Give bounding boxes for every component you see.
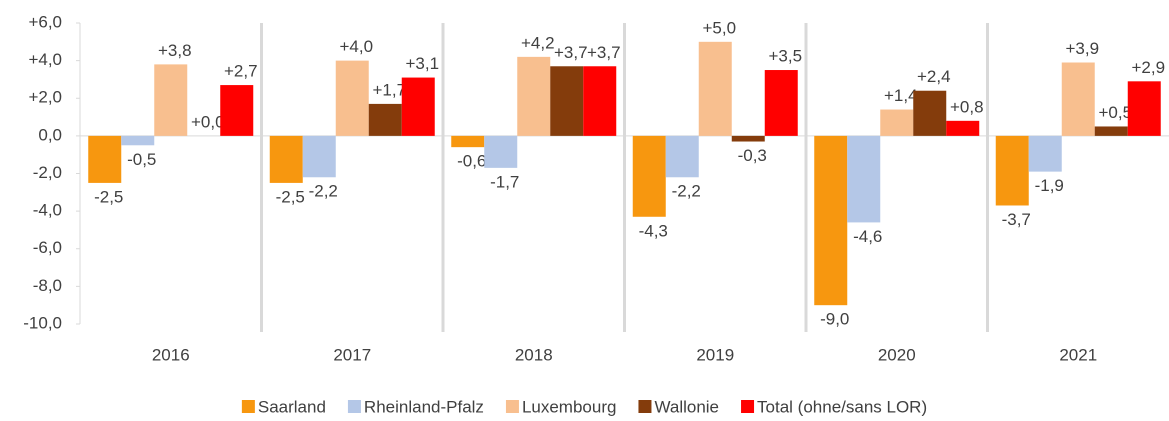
bar (484, 135, 518, 168)
y-tick-label: -4,0 (33, 201, 62, 220)
data-label: +3,9 (1065, 39, 1099, 58)
data-label: -2,2 (309, 182, 338, 201)
data-label: +4,2 (521, 33, 555, 52)
data-label: -0,6 (457, 152, 486, 171)
bar (269, 135, 303, 183)
bar (88, 135, 122, 183)
bar (220, 85, 254, 136)
legend-swatch (741, 400, 755, 413)
bar (995, 135, 1029, 206)
bar (121, 135, 155, 146)
data-label: +0,5 (1098, 103, 1132, 122)
y-tick-label: +4,0 (28, 50, 62, 69)
legend-label: Luxembourg (522, 397, 617, 416)
legend-label: Saarland (258, 397, 326, 416)
bar (946, 120, 980, 136)
bar (335, 60, 369, 136)
data-label: +3,1 (405, 54, 439, 73)
data-label: +1,7 (372, 80, 406, 99)
y-tick-label: 0,0 (38, 125, 62, 144)
data-label: -0,3 (738, 146, 767, 165)
bar (517, 56, 551, 136)
data-label: -3,7 (1002, 210, 1031, 229)
data-label: +2,9 (1131, 58, 1165, 77)
legend-label: Rheinland-Pfalz (364, 397, 484, 416)
bar (1028, 135, 1062, 172)
bar (1061, 62, 1095, 136)
bar (632, 135, 666, 217)
data-label: +0,8 (950, 97, 984, 116)
data-label: -0,5 (127, 150, 156, 169)
legend-swatch (241, 400, 255, 413)
bar (1127, 81, 1161, 136)
data-label: +5,0 (702, 18, 736, 37)
bar (451, 135, 485, 148)
bar (731, 135, 765, 142)
bar (880, 109, 914, 136)
x-tick-label: 2018 (515, 345, 553, 364)
data-label: +3,5 (768, 47, 802, 66)
data-label: -1,7 (490, 172, 519, 191)
x-tick-label: 2019 (696, 345, 734, 364)
bar (1094, 126, 1128, 136)
bar (665, 135, 699, 178)
bar (154, 64, 188, 136)
legend-swatch (347, 400, 361, 413)
x-tick-label: 2021 (1059, 345, 1097, 364)
bar (550, 66, 584, 136)
y-tick-label: -6,0 (33, 238, 62, 257)
legend-label: Wallonie (654, 397, 719, 416)
data-label: +1,4 (884, 86, 918, 105)
data-label: -1,9 (1035, 176, 1064, 195)
data-label: -4,3 (639, 221, 668, 240)
legend-swatch (505, 400, 519, 413)
data-label: +2,7 (224, 62, 258, 81)
data-label: -2,5 (94, 187, 123, 206)
y-tick-label: +2,0 (28, 88, 62, 107)
data-label: +0,0 (191, 112, 225, 131)
data-label: +3,7 (587, 43, 621, 62)
data-label: -9,0 (820, 310, 849, 329)
x-tick-label: 2020 (878, 345, 916, 364)
bar (583, 66, 617, 136)
bar (764, 70, 798, 136)
data-label: -2,2 (672, 182, 701, 201)
y-tick-label: +6,0 (28, 12, 62, 31)
data-label: -4,6 (853, 227, 882, 246)
bar (401, 77, 435, 136)
bar (698, 41, 732, 136)
x-tick-label: 2016 (152, 345, 190, 364)
data-label: +4,0 (339, 37, 373, 56)
data-label: +2,4 (917, 67, 951, 86)
data-label: +3,8 (158, 41, 192, 60)
bar (814, 135, 848, 306)
legend-swatch (638, 400, 652, 413)
bar (302, 135, 336, 178)
data-label: +3,7 (554, 43, 588, 62)
x-tick-label: 2017 (333, 345, 371, 364)
bar (913, 90, 947, 136)
legend-label: Total (ohne/sans LOR) (757, 397, 927, 416)
data-label: -2,5 (276, 187, 305, 206)
bar (847, 135, 881, 223)
y-tick-label: -8,0 (33, 276, 62, 295)
y-tick-label: -10,0 (23, 313, 62, 332)
y-tick-label: -2,0 (33, 163, 62, 182)
bar (368, 103, 402, 136)
